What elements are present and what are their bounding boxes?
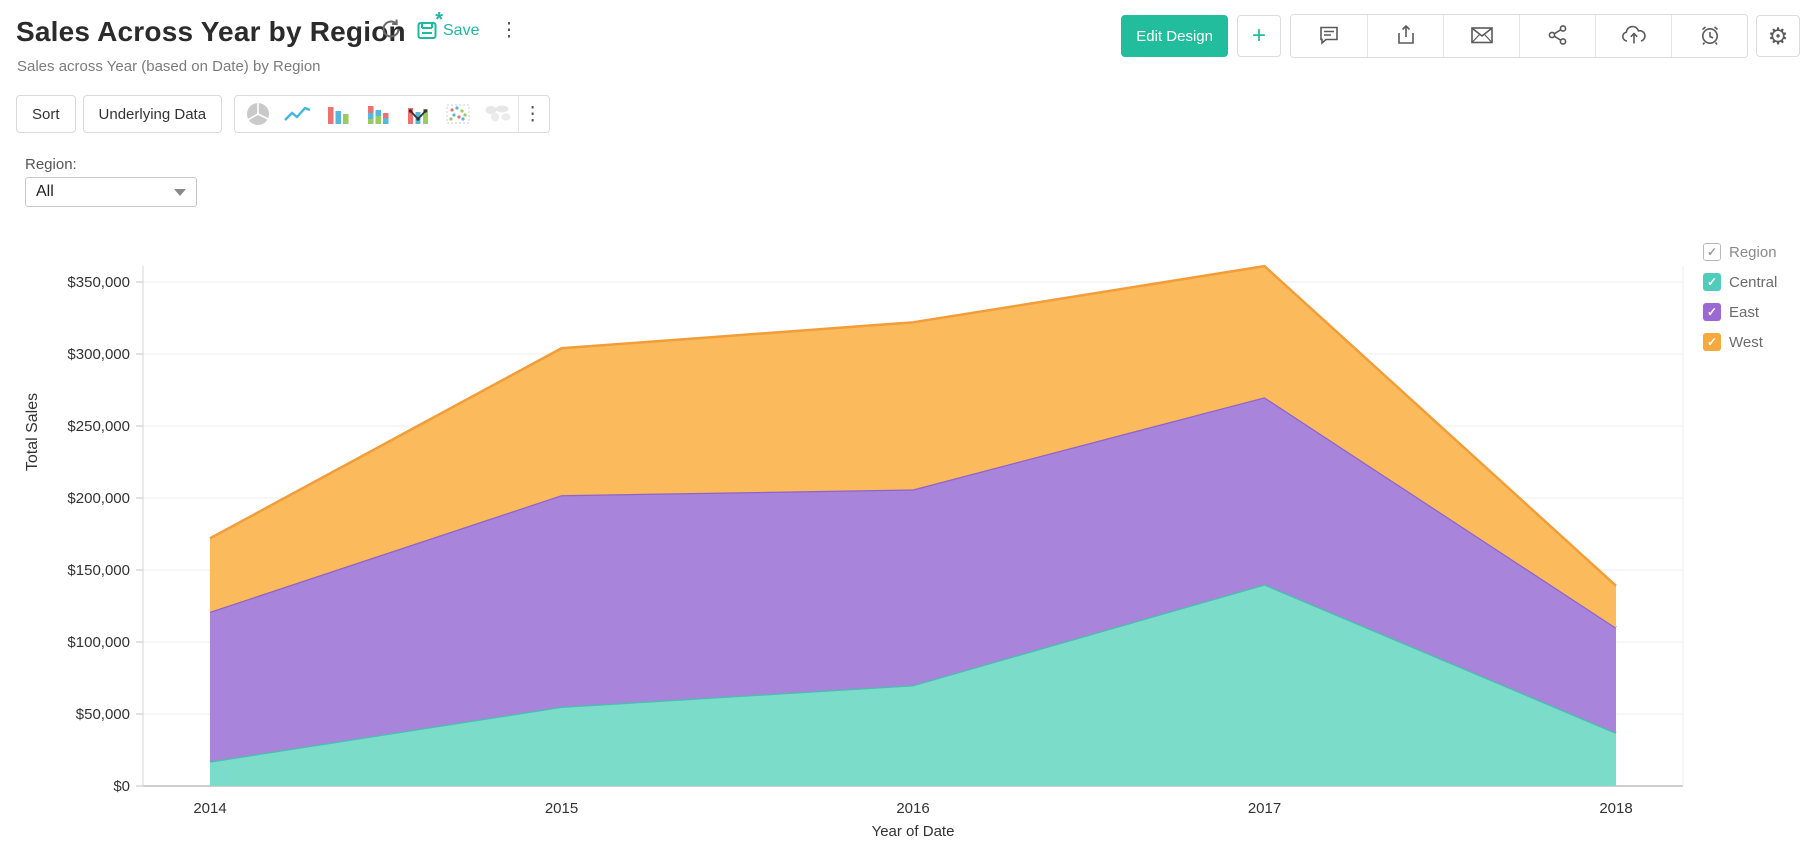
- stacked-area-chart: $0 $50,000 $100,000 $150,000 $200,000 $250,00…: [67, 264, 1684, 817]
- legend-item-east[interactable]: ✓ East: [1703, 303, 1777, 321]
- chart-type-map-icon[interactable]: [478, 96, 518, 132]
- legend-title: Region: [1729, 243, 1777, 261]
- chart-type-bar-icon[interactable]: [318, 96, 358, 132]
- refresh-icon: [380, 18, 402, 43]
- page-subtitle: Sales across Year (based on Date) by Reg…: [17, 58, 321, 75]
- settings-button[interactable]: ⚙: [1756, 15, 1800, 57]
- region-filter-select[interactable]: All: [25, 177, 197, 207]
- chart-area: Total Sales $0 $50,000 $100,000 $150,000 $20…: [0, 248, 1814, 852]
- chevron-down-icon: [174, 188, 186, 196]
- save-label: Save: [443, 21, 480, 39]
- comment-icon: [1317, 23, 1341, 50]
- region-filter-label: Region:: [25, 156, 77, 173]
- y-tick-label: $100,000: [67, 634, 130, 651]
- chart-type-stacked-bar-icon[interactable]: [358, 96, 398, 132]
- legend-label-east: East: [1729, 303, 1760, 321]
- x-axis-title: Year of Date: [871, 823, 955, 840]
- share-icon: [1546, 23, 1570, 50]
- page-title: Sales Across Year by Region: [16, 16, 406, 47]
- chart-type-more-menu[interactable]: ⋮: [517, 103, 548, 126]
- refresh-button[interactable]: [380, 18, 402, 43]
- chart-type-combo-icon[interactable]: [398, 96, 438, 132]
- chart-type-switcher: ⋮: [234, 95, 551, 133]
- unsaved-marker: *: [435, 9, 443, 31]
- alarm-icon: [1698, 23, 1722, 50]
- sort-button[interactable]: Sort: [16, 95, 76, 133]
- chart-type-scatter-icon[interactable]: [438, 96, 478, 132]
- cloud-upload-icon: [1620, 23, 1648, 50]
- publish-button[interactable]: [1595, 15, 1671, 57]
- central-checkbox[interactable]: ✓: [1703, 273, 1721, 291]
- email-button[interactable]: [1443, 15, 1519, 57]
- y-axis-title: Total Sales: [24, 392, 41, 472]
- y-tick-label: $200,000: [67, 490, 130, 507]
- legend-item-region[interactable]: ✓ Region: [1703, 243, 1777, 261]
- region-checkbox[interactable]: ✓: [1703, 243, 1721, 261]
- title-more-menu[interactable]: ⋮: [493, 19, 524, 42]
- legend-item-central[interactable]: ✓ Central: [1703, 273, 1777, 291]
- y-tick-label: $50,000: [76, 706, 130, 723]
- y-tick-label: $150,000: [67, 562, 130, 579]
- save-icon: *: [416, 9, 443, 43]
- underlying-data-button[interactable]: Underlying Data: [82, 95, 223, 133]
- gear-icon: ⚙: [1767, 22, 1789, 49]
- edit-design-button[interactable]: Edit Design: [1121, 15, 1228, 57]
- export-icon: [1394, 23, 1418, 50]
- y-tick-label: $0: [113, 778, 130, 795]
- save-button[interactable]: * Save: [416, 9, 480, 43]
- east-checkbox[interactable]: ✓: [1703, 303, 1721, 321]
- export-button[interactable]: [1367, 15, 1443, 57]
- y-tick-label: $350,000: [67, 274, 130, 291]
- schedule-button[interactable]: [1671, 15, 1747, 57]
- chart-legend: ✓ Region ✓ Central ✓ East ✓ West: [1703, 243, 1777, 363]
- x-tick-label: 2017: [1248, 800, 1281, 817]
- chart-type-pie-icon[interactable]: [238, 96, 278, 132]
- x-tick-label: 2015: [545, 800, 578, 817]
- chart-type-line-icon[interactable]: [278, 96, 318, 132]
- x-tick-label: 2016: [896, 800, 929, 817]
- legend-label-west: West: [1729, 333, 1763, 351]
- legend-label-central: Central: [1729, 273, 1778, 291]
- share-button[interactable]: [1519, 15, 1595, 57]
- west-edge-line: [209, 264, 1617, 587]
- region-filter-value: All: [36, 183, 54, 200]
- east-area[interactable]: [210, 397, 1616, 762]
- x-tick-label: 2014: [193, 800, 226, 817]
- west-checkbox[interactable]: ✓: [1703, 333, 1721, 351]
- y-tick-label: $300,000: [67, 346, 130, 363]
- email-icon: [1469, 23, 1495, 50]
- x-tick-label: 2018: [1599, 800, 1632, 817]
- header-actions: Edit Design + ⚙: [1121, 14, 1800, 58]
- add-button[interactable]: +: [1237, 15, 1281, 57]
- share-toolbar: [1290, 14, 1748, 58]
- legend-item-west[interactable]: ✓ West: [1703, 333, 1777, 351]
- y-tick-label: $250,000: [67, 418, 130, 435]
- west-area[interactable]: [210, 266, 1616, 628]
- comment-button[interactable]: [1291, 15, 1367, 57]
